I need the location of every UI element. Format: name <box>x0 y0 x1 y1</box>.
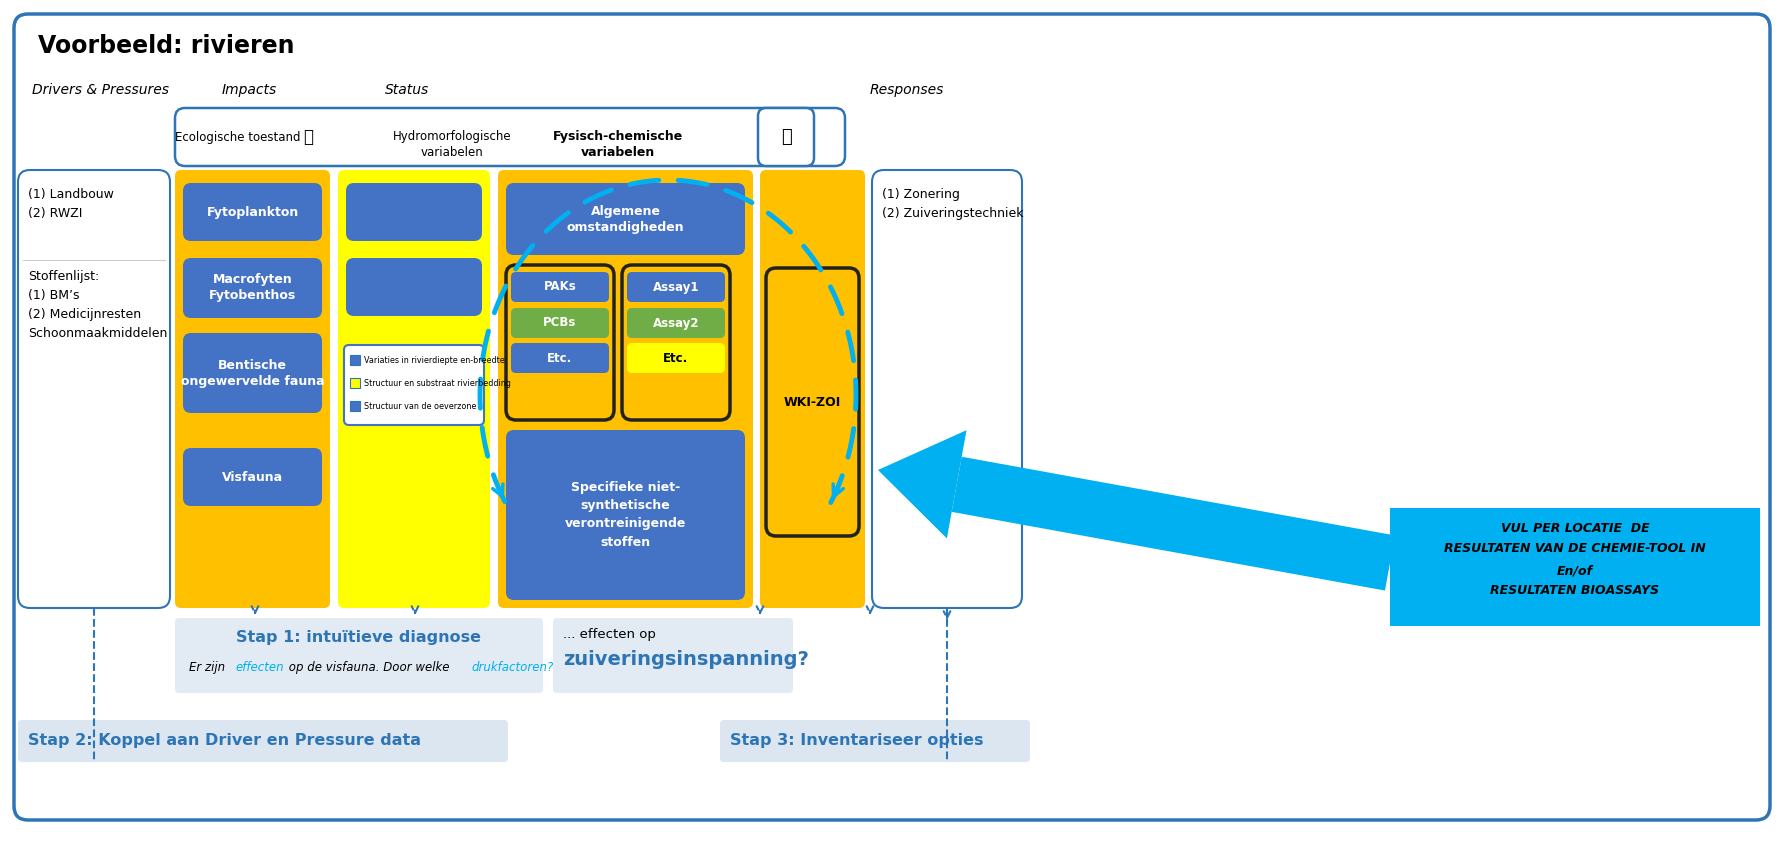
Text: 🚿: 🚿 <box>781 128 792 146</box>
Polygon shape <box>952 457 1394 591</box>
FancyBboxPatch shape <box>511 343 609 373</box>
Text: Etc.: Etc. <box>663 352 688 364</box>
Text: Etc.: Etc. <box>547 352 573 364</box>
FancyBboxPatch shape <box>176 170 330 608</box>
Text: Drivers & Pressures: Drivers & Pressures <box>32 83 168 97</box>
Text: drukfactoren?: drukfactoren? <box>471 661 554 674</box>
Text: VUL PER LOCATIE  DE: VUL PER LOCATIE DE <box>1500 522 1649 535</box>
FancyBboxPatch shape <box>760 170 866 608</box>
Text: 🐡: 🐡 <box>303 128 314 146</box>
Text: Fysisch-chemische
variabelen: Fysisch-chemische variabelen <box>554 130 683 159</box>
Text: Fytoplankton: Fytoplankton <box>206 206 299 218</box>
FancyBboxPatch shape <box>346 258 482 316</box>
FancyBboxPatch shape <box>622 265 729 420</box>
Text: RESULTATEN VAN DE CHEMIE-TOOL IN: RESULTATEN VAN DE CHEMIE-TOOL IN <box>1444 542 1706 555</box>
FancyBboxPatch shape <box>554 618 794 693</box>
Polygon shape <box>878 430 966 539</box>
Text: (1) Zonering
(2) Zuiveringstechniek: (1) Zonering (2) Zuiveringstechniek <box>882 188 1023 220</box>
FancyBboxPatch shape <box>505 430 745 600</box>
Text: Visfauna: Visfauna <box>222 470 283 484</box>
Bar <box>1391 508 1760 626</box>
Text: Status: Status <box>385 83 430 97</box>
Text: Variaties in rivierdiepte en-breedte: Variaties in rivierdiepte en-breedte <box>364 356 505 364</box>
Bar <box>349 378 360 388</box>
Text: Er zijn: Er zijn <box>188 661 229 674</box>
Text: Voorbeeld: rivieren: Voorbeeld: rivieren <box>38 34 294 58</box>
FancyBboxPatch shape <box>758 108 814 166</box>
Text: RESULTATEN BIOASSAYS: RESULTATEN BIOASSAYS <box>1491 584 1659 597</box>
FancyBboxPatch shape <box>183 183 323 241</box>
FancyBboxPatch shape <box>498 170 753 608</box>
Text: Stap 3: Inventariseer opties: Stap 3: Inventariseer opties <box>729 733 984 749</box>
Text: Hydromorfologische
variabelen: Hydromorfologische variabelen <box>392 130 511 159</box>
Text: Responses: Responses <box>869 83 944 97</box>
FancyBboxPatch shape <box>627 343 726 373</box>
FancyBboxPatch shape <box>183 448 323 506</box>
FancyBboxPatch shape <box>183 333 323 413</box>
FancyBboxPatch shape <box>176 108 846 166</box>
FancyBboxPatch shape <box>765 268 858 536</box>
FancyBboxPatch shape <box>505 183 745 255</box>
Text: Bentische
ongewervelde fauna: Bentische ongewervelde fauna <box>181 358 324 388</box>
Text: Macrofyten
Fytobenthos: Macrofyten Fytobenthos <box>210 273 296 303</box>
Text: Specifieke niet-
synthetische
verontreinigende
stoffen: Specifieke niet- synthetische verontrein… <box>564 481 686 549</box>
Text: zuiveringsinspanning?: zuiveringsinspanning? <box>563 650 808 669</box>
FancyBboxPatch shape <box>176 618 543 693</box>
Text: Stoffenlijst:
(1) BM’s
(2) Medicijnresten
Schoonmaakmiddelen: Stoffenlijst: (1) BM’s (2) Medicijnreste… <box>29 270 167 340</box>
FancyBboxPatch shape <box>346 183 482 241</box>
Text: PCBs: PCBs <box>543 316 577 330</box>
FancyBboxPatch shape <box>18 720 507 762</box>
Text: Ecologische toestand: Ecologische toestand <box>176 131 301 143</box>
FancyBboxPatch shape <box>511 308 609 338</box>
FancyBboxPatch shape <box>18 170 170 608</box>
Bar <box>349 401 360 411</box>
FancyBboxPatch shape <box>183 258 323 318</box>
Text: Impacts: Impacts <box>222 83 278 97</box>
Text: Structuur van de oeverzone: Structuur van de oeverzone <box>364 401 477 411</box>
Text: En/of: En/of <box>1557 565 1593 578</box>
Text: WKI-ZOI: WKI-ZOI <box>783 395 840 409</box>
Text: Algemene
omstandigheden: Algemene omstandigheden <box>566 205 685 234</box>
FancyBboxPatch shape <box>505 265 615 420</box>
Bar <box>349 355 360 365</box>
Text: Assay1: Assay1 <box>652 281 699 293</box>
Text: Stap 1: intuïtieve diagnose: Stap 1: intuïtieve diagnose <box>237 630 482 645</box>
Text: op de visfauna. Door welke: op de visfauna. Door welke <box>285 661 453 674</box>
Text: Structuur en substraat rivierbedding: Structuur en substraat rivierbedding <box>364 379 511 388</box>
FancyBboxPatch shape <box>14 14 1770 820</box>
Text: Assay2: Assay2 <box>652 316 699 330</box>
Text: effecten: effecten <box>235 661 283 674</box>
Text: (1) Landbouw
(2) RWZI: (1) Landbouw (2) RWZI <box>29 188 115 220</box>
Text: PAKs: PAKs <box>543 281 577 293</box>
FancyBboxPatch shape <box>339 170 489 608</box>
Text: Stap 2: Koppel aan Driver en Pressure data: Stap 2: Koppel aan Driver en Pressure da… <box>29 733 421 749</box>
FancyBboxPatch shape <box>873 170 1021 608</box>
FancyBboxPatch shape <box>627 308 726 338</box>
FancyBboxPatch shape <box>720 720 1030 762</box>
Text: ... effecten op: ... effecten op <box>563 628 656 641</box>
FancyBboxPatch shape <box>511 272 609 302</box>
FancyBboxPatch shape <box>627 272 726 302</box>
FancyBboxPatch shape <box>344 345 484 425</box>
